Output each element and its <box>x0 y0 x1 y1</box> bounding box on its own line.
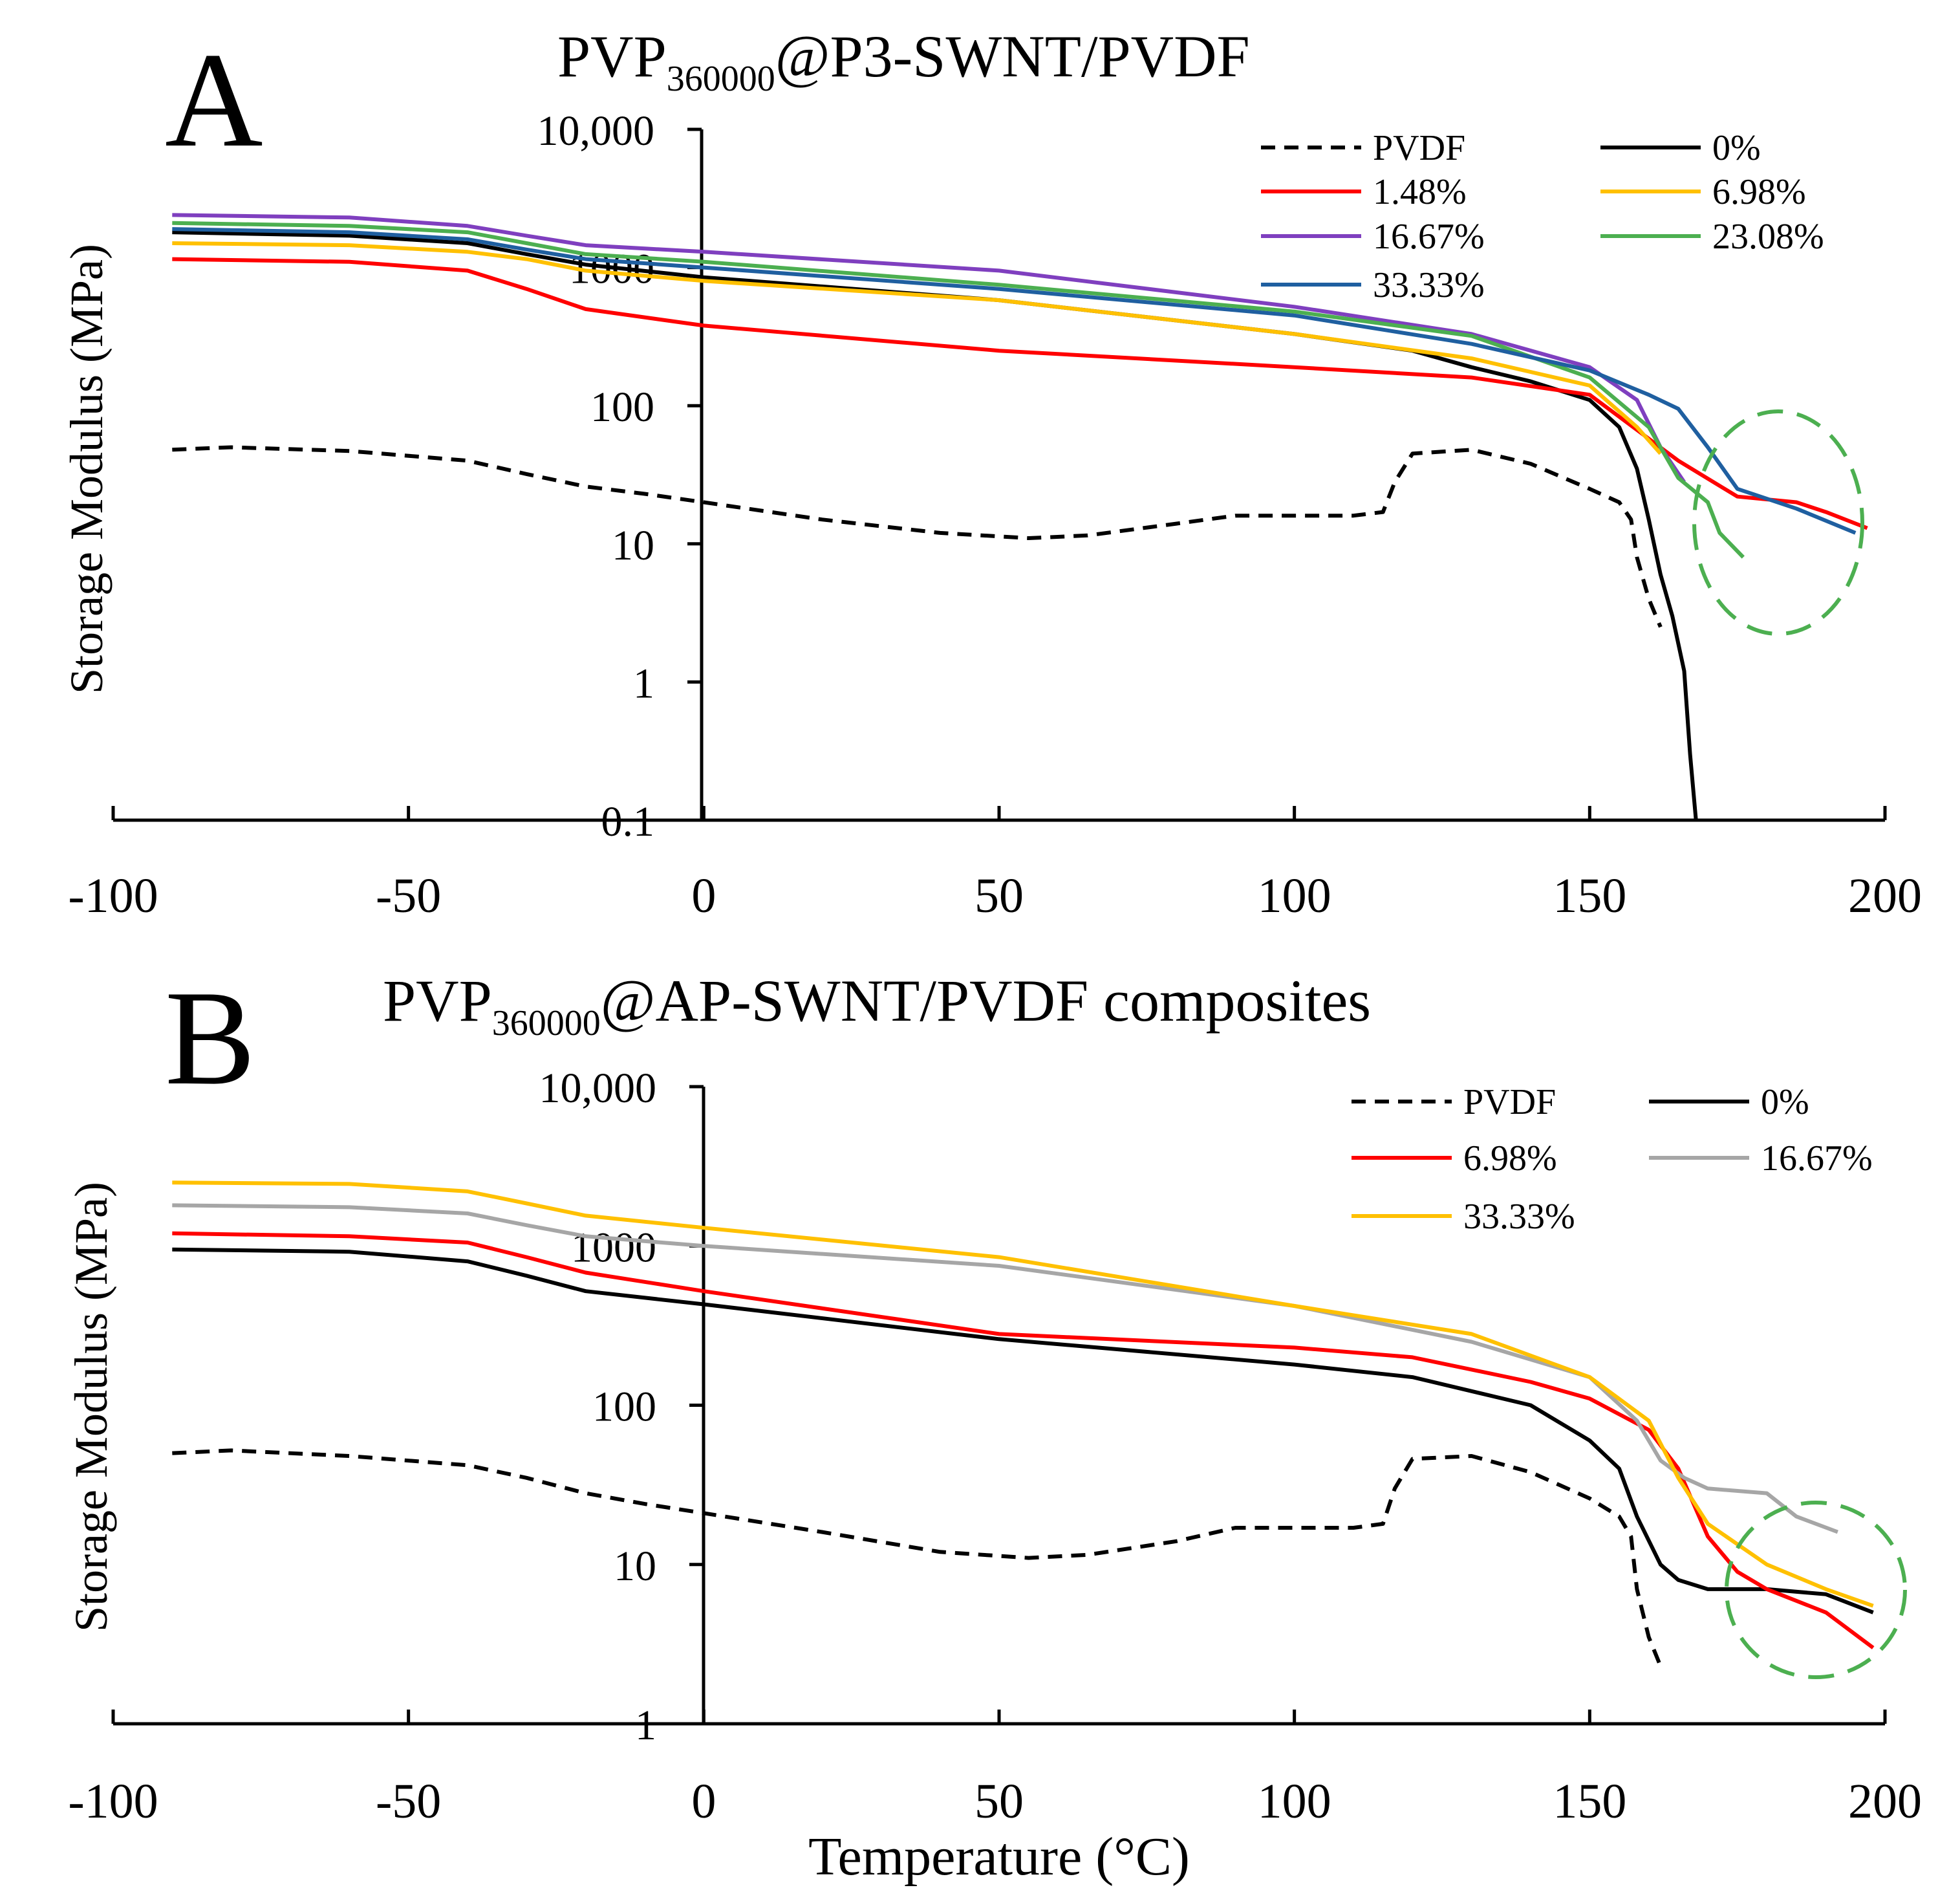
series-line-16-67- <box>172 213 1686 483</box>
legend-label: 16.67% <box>1761 1138 1873 1179</box>
panel-b-plot-area: -100 -50 0 50 100 150 200 1 10 100 1000 10,000 <box>68 1065 1922 1829</box>
y-tick-label: 1000 <box>571 1224 656 1271</box>
legend-item: 6.98% <box>1600 172 1806 212</box>
series-line-pvdf <box>172 445 1663 628</box>
legend-item: 16.67% <box>1649 1138 1873 1179</box>
legend-label: 1.48% <box>1373 172 1467 212</box>
panel-b-title: PVP360000@AP-SWNT/PVDF composites <box>383 968 1371 1043</box>
y-tick-label: 10,000 <box>537 107 655 155</box>
panel-b: B PVP360000@AP-SWNT/PVDF composites Stor… <box>65 963 1922 1829</box>
x-tick-label: 0 <box>691 1774 716 1829</box>
legend-item: PVDF <box>1352 1082 1556 1122</box>
x-tick-label: -100 <box>68 869 158 923</box>
legend-item: 1.48% <box>1261 172 1467 212</box>
y-tick-label: 100 <box>592 1384 656 1431</box>
series-line-0- <box>172 230 1698 820</box>
y-tick-label: 10,000 <box>539 1065 657 1112</box>
x-tick-label: -50 <box>376 869 441 923</box>
x-tick-label: 200 <box>1848 869 1922 923</box>
legend-item: 0% <box>1649 1082 1809 1122</box>
x-tick-label: 150 <box>1553 1774 1626 1829</box>
legend-item: PVDF <box>1261 128 1465 168</box>
panel-a-ylabel: Storage Modulus (MPa) <box>61 244 113 694</box>
series-line-6-98- <box>172 1231 1875 1649</box>
x-tick-label: 50 <box>975 1774 1024 1829</box>
legend-label: PVDF <box>1463 1082 1556 1122</box>
legend-item: 23.08% <box>1600 217 1824 257</box>
x-tick-label: 100 <box>1258 1774 1331 1829</box>
highlight-ellipse <box>1725 1501 1907 1679</box>
legend-item: 33.33% <box>1261 265 1485 305</box>
y-tick-label: 10 <box>612 522 654 569</box>
legend-label: 0% <box>1761 1082 1809 1122</box>
x-tick-label: 0 <box>691 869 716 923</box>
series-line-6-98- <box>172 241 1663 455</box>
y-tick-label: 1 <box>633 660 654 707</box>
panel-b-legend: PVDF 0% 6.98% 16.67% 33.33% <box>1352 1082 1873 1237</box>
legend-label: 23.08% <box>1712 217 1824 257</box>
legend-label: PVDF <box>1373 128 1465 168</box>
legend-label: 6.98% <box>1712 172 1806 212</box>
x-tick-label: 50 <box>975 869 1024 923</box>
legend-item: 0% <box>1600 128 1761 168</box>
x-axis-label: Temperature (°C) <box>808 1827 1190 1887</box>
panel-a-legend: PVDF 0% 1.48% 6.98% 16.67% 23.08% 33.33% <box>1261 128 1824 305</box>
legend-label: 33.33% <box>1373 265 1485 305</box>
y-tick-label: 1 <box>635 1702 656 1749</box>
legend-label: 16.67% <box>1373 217 1485 257</box>
x-tick-label: -50 <box>376 1774 441 1829</box>
legend-label: 6.98% <box>1463 1138 1557 1179</box>
y-tick-label: 10 <box>614 1543 656 1590</box>
y-tick-label: 100 <box>590 384 654 431</box>
series-line-23-08- <box>172 221 1745 559</box>
legend-item: 33.33% <box>1352 1197 1575 1237</box>
series-line-0- <box>172 1247 1874 1614</box>
panel-a-title: PVP360000@P3-SWNT/PVDF <box>557 23 1250 99</box>
x-tick-label: 150 <box>1553 869 1626 923</box>
panel-a: A PVP360000@P3-SWNT/PVDF Storage Modulus… <box>61 23 1922 923</box>
legend-label: 0% <box>1712 128 1761 168</box>
series-line-33-33- <box>172 1180 1874 1608</box>
legend-label: 33.33% <box>1463 1197 1575 1237</box>
series-line-16-67- <box>172 1203 1838 1534</box>
series-line-1-48- <box>172 257 1868 530</box>
series-line-33-33- <box>172 227 1857 535</box>
legend-item: 16.67% <box>1261 217 1485 257</box>
panel-b-ylabel: Storage Modulus (MPa) <box>65 1182 117 1632</box>
x-tick-label: 100 <box>1258 869 1331 923</box>
series-line-pvdf <box>172 1448 1663 1667</box>
legend-item: 6.98% <box>1352 1138 1557 1179</box>
panel-a-letter: A <box>165 25 263 175</box>
x-tick-label: -100 <box>68 1774 158 1829</box>
series-group <box>172 1180 1875 1667</box>
y-tick-label: 0.1 <box>601 798 655 845</box>
panel-b-letter: B <box>165 963 255 1113</box>
highlight-ellipse <box>1692 409 1864 636</box>
series-group <box>172 213 1868 820</box>
x-tick-label: 200 <box>1848 1774 1922 1829</box>
